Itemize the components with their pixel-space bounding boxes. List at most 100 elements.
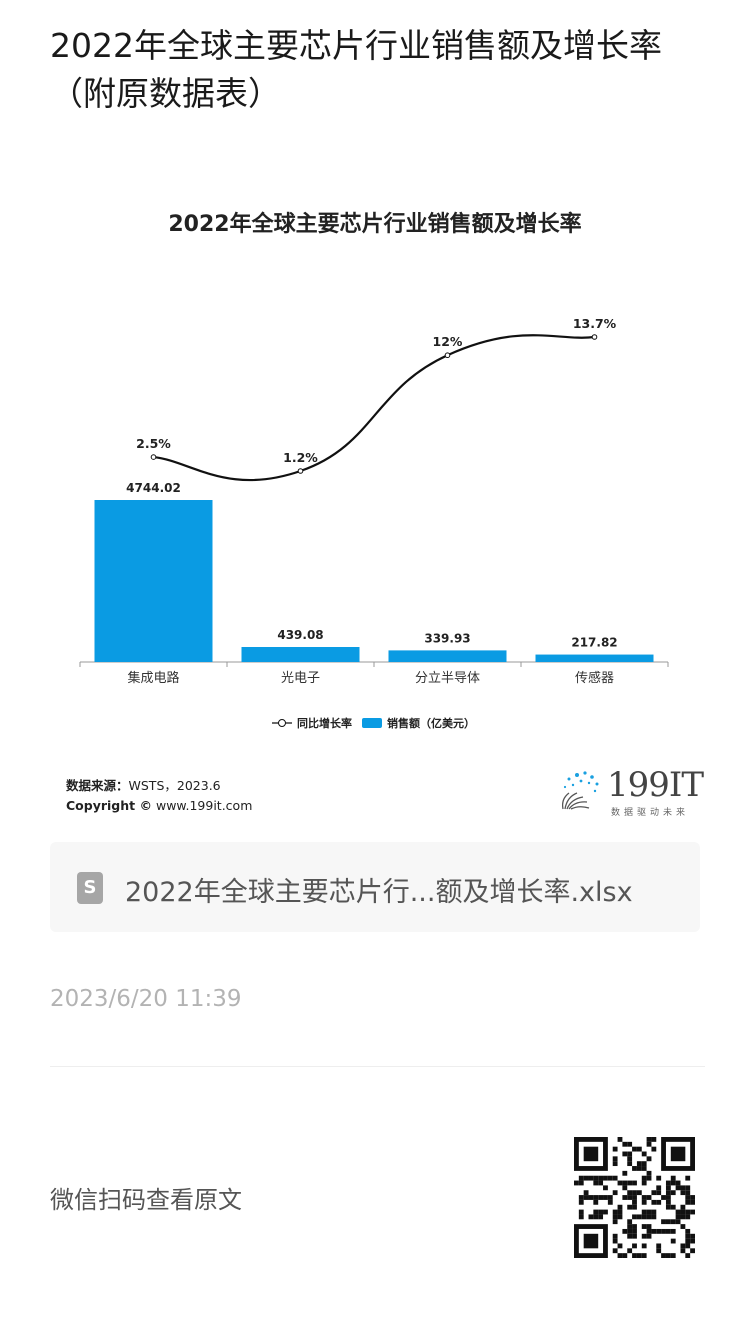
qr-module <box>641 1161 647 1167</box>
qr-module <box>656 1243 662 1249</box>
qr-module <box>690 1195 695 1200</box>
qr-module <box>632 1180 637 1186</box>
qr-module <box>651 1209 657 1215</box>
qr-module <box>646 1224 652 1229</box>
qr-module <box>598 1180 604 1186</box>
qr-module <box>622 1151 628 1157</box>
qr-module <box>646 1137 652 1142</box>
qr-module <box>685 1253 691 1258</box>
bar-value-label: 339.93 <box>424 631 470 645</box>
qr-module <box>685 1228 691 1234</box>
qr-finder-inner <box>670 1146 686 1162</box>
qr-module <box>636 1161 642 1167</box>
qr-module <box>583 1195 589 1200</box>
growth-rate-point <box>444 352 451 359</box>
attachment-card[interactable]: S 2022年全球主要芯片行...额及增长率.xlsx <box>50 842 700 932</box>
qr-module <box>622 1170 628 1176</box>
qr-finder-inner <box>583 1233 599 1249</box>
qr-module <box>656 1185 662 1191</box>
qr-module <box>661 1219 666 1225</box>
qr-module <box>641 1199 647 1205</box>
qr-module <box>622 1228 628 1234</box>
qr-module <box>661 1228 666 1234</box>
qr-module <box>685 1238 691 1244</box>
qr-module <box>641 1180 647 1186</box>
qr-module <box>583 1190 589 1196</box>
attachment-file-name[interactable]: 2022年全球主要芯片行...额及增长率.xlsx <box>125 877 633 908</box>
qr-module <box>651 1146 657 1152</box>
qr-module <box>612 1146 618 1152</box>
brand-logo: 199IT 数据驱动未来 <box>555 765 704 818</box>
spreadsheet-file-icon: S <box>77 872 103 904</box>
qr-module <box>665 1219 671 1225</box>
qr-module <box>598 1175 604 1181</box>
qr-module <box>612 1190 618 1196</box>
qr-module <box>636 1214 642 1220</box>
qr-module <box>665 1199 671 1205</box>
qr-module <box>632 1233 637 1239</box>
growth-rate-label: 2.5% <box>136 436 171 451</box>
qr-module <box>627 1224 633 1229</box>
qr-module <box>632 1166 637 1171</box>
qr-module <box>665 1228 671 1234</box>
qr-module <box>670 1228 676 1234</box>
qr-module <box>612 1219 618 1225</box>
bar-3 <box>535 654 654 662</box>
qr-module <box>583 1175 589 1181</box>
qr-module <box>646 1141 652 1147</box>
qr-module <box>641 1166 647 1171</box>
growth-rate-label: 12% <box>433 334 463 349</box>
qr-module <box>627 1195 633 1200</box>
category-label: 集成电路 <box>127 670 179 686</box>
qr-module <box>690 1233 695 1239</box>
qr-module <box>588 1214 594 1220</box>
qr-module <box>651 1137 657 1142</box>
article-title: 2022年全球主要芯片行业销售额及增长率（附原数据表） <box>50 26 662 113</box>
qr-module <box>685 1214 691 1220</box>
qr-module <box>670 1190 676 1196</box>
qr-module <box>646 1195 652 1200</box>
qr-module <box>612 1209 618 1215</box>
qr-module <box>665 1195 671 1200</box>
qr-module <box>617 1137 623 1142</box>
qr-module <box>646 1228 652 1234</box>
qr-module <box>588 1175 594 1181</box>
qr-module <box>641 1195 647 1200</box>
qr-module <box>598 1195 604 1200</box>
qr-module <box>627 1248 633 1254</box>
qr-module <box>690 1238 695 1244</box>
legend-label-sales: 销售额（亿美元） <box>387 716 475 730</box>
qr-module <box>578 1209 584 1215</box>
qr-module <box>617 1243 623 1249</box>
qr-module <box>627 1190 633 1196</box>
qr-module <box>574 1180 579 1186</box>
qr-module <box>690 1199 695 1205</box>
copyright-label: Copyright © <box>66 798 152 813</box>
growth-rate-point <box>297 468 304 474</box>
qr-module <box>670 1219 676 1225</box>
growth-rate-line <box>153 334 595 482</box>
qr-module <box>612 1156 618 1162</box>
qr-module <box>617 1180 623 1186</box>
qr-module <box>627 1219 633 1225</box>
qr-module <box>612 1175 618 1181</box>
qr-code[interactable] <box>574 1137 695 1258</box>
qr-module <box>651 1214 657 1220</box>
qr-module <box>685 1233 691 1239</box>
qr-module <box>627 1161 633 1167</box>
legend-bar-swatch <box>362 718 382 728</box>
divider <box>50 1066 705 1067</box>
qr-finder-inner <box>583 1146 599 1162</box>
qr-module <box>607 1195 613 1200</box>
growth-rate-label: 1.2% <box>283 450 318 465</box>
category-label: 传感器 <box>575 670 614 686</box>
qr-module <box>632 1190 637 1196</box>
qr-module <box>680 1185 686 1191</box>
qr-module <box>593 1214 599 1220</box>
qr-module <box>636 1166 642 1171</box>
qr-module <box>641 1209 647 1215</box>
qr-module <box>593 1180 599 1186</box>
qr-module <box>675 1180 681 1186</box>
chart-title: 2022年全球主要芯片行业销售额及增长率 <box>168 212 582 237</box>
qr-module <box>632 1224 637 1229</box>
